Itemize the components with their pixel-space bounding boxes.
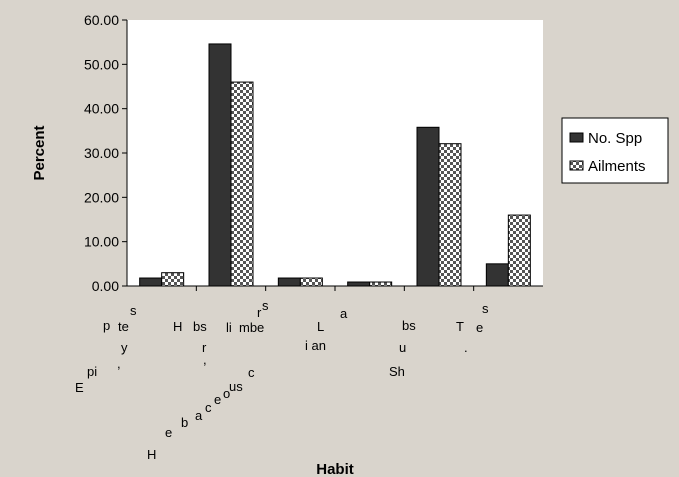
x-category-label-fragment: u bbox=[399, 340, 406, 355]
y-axis-title: Percent bbox=[31, 125, 48, 180]
bar-no-spp-trees bbox=[485, 263, 509, 287]
x-category-label-fragment: li bbox=[226, 320, 232, 335]
x-category-label-fragment: us bbox=[229, 379, 243, 394]
legend-label-ailments: Ailments bbox=[588, 158, 646, 175]
bar-no-spp-climbers bbox=[277, 277, 301, 287]
legend-swatch-ailments bbox=[569, 160, 584, 171]
x-category-label-fragment: s bbox=[130, 303, 137, 318]
plot-area bbox=[127, 20, 543, 286]
x-category-label-fragment: r bbox=[202, 340, 207, 355]
bar-ailments-herbaceous bbox=[230, 81, 254, 287]
bar-ailments-shrubs bbox=[438, 143, 462, 287]
y-tick-label: 10.00 bbox=[84, 234, 119, 250]
x-category-label-fragment: , bbox=[117, 356, 121, 371]
y-tick-label: 20.00 bbox=[84, 189, 119, 205]
legend: No. Spp Ailments bbox=[561, 117, 669, 184]
x-category-label-fragment: e bbox=[214, 392, 221, 407]
x-category-label-fragment: bs bbox=[402, 318, 416, 333]
x-category-label-fragment: o bbox=[223, 386, 230, 401]
x-axis-title: Habit bbox=[316, 461, 354, 477]
x-category-label-fragment: H bbox=[173, 319, 182, 334]
x-category-label-fragment: bs bbox=[193, 319, 207, 334]
x-category-label-fragment: p bbox=[103, 318, 110, 333]
x-category-label-fragment: H bbox=[147, 447, 156, 462]
y-tick-label: 0.00 bbox=[92, 278, 119, 294]
x-category-label-fragment: , bbox=[203, 352, 207, 367]
bar-no-spp-herbaceous bbox=[208, 43, 232, 287]
bar-no-spp-lianas bbox=[347, 281, 371, 287]
bar-ailments-trees bbox=[507, 214, 531, 287]
x-category-label-fragment: s bbox=[482, 301, 489, 316]
x-category-label-fragment: L bbox=[317, 319, 324, 334]
bar-series-group bbox=[139, 43, 531, 287]
x-category-label-fragment: pi bbox=[87, 364, 97, 379]
x-category-label-fragment: c bbox=[248, 365, 255, 380]
x-category-label-fragment: mbe bbox=[239, 320, 264, 335]
legend-swatch-no-spp bbox=[569, 132, 584, 143]
x-category-label-fragment: i an bbox=[305, 338, 326, 353]
legend-box bbox=[561, 117, 669, 184]
y-tick-label: 30.00 bbox=[84, 145, 119, 161]
y-tick-label: 60.00 bbox=[84, 12, 119, 28]
x-category-label-fragment: a bbox=[340, 306, 348, 321]
x-category-label-fragment: te bbox=[118, 319, 129, 334]
legend-label-no-spp: No. Spp bbox=[588, 130, 642, 147]
x-category-label-fragment: c bbox=[205, 400, 212, 415]
x-category-label-fragment: r bbox=[257, 305, 262, 320]
bar-no-spp-shrubs bbox=[416, 126, 440, 287]
x-category-label-fragment: b bbox=[181, 415, 188, 430]
bar-ailments-climbers bbox=[299, 277, 323, 287]
y-tick-label: 50.00 bbox=[84, 56, 119, 72]
bar-no-spp-epiphytes bbox=[139, 277, 163, 287]
x-category-label-fragment: E bbox=[75, 380, 84, 395]
x-category-label-fragment: a bbox=[195, 408, 203, 423]
x-category-label-fragment: s bbox=[262, 298, 269, 313]
bar-ailments-epiphytes bbox=[161, 272, 185, 287]
x-category-label-fragment: Sh bbox=[389, 364, 405, 379]
y-tick-label: 40.00 bbox=[84, 101, 119, 117]
x-category-label-fragment: e bbox=[476, 320, 483, 335]
y-axis: 0.00 10.00 20.00 30.00 40.00 50.00 60.00 bbox=[84, 12, 543, 294]
x-category-label-fragment: T bbox=[456, 319, 464, 334]
x-category-label-fragment: . bbox=[464, 340, 468, 355]
x-category-label-fragment: e bbox=[165, 425, 172, 440]
bar-ailments-lianas bbox=[369, 281, 393, 287]
x-category-label-fragment: y bbox=[121, 340, 128, 355]
